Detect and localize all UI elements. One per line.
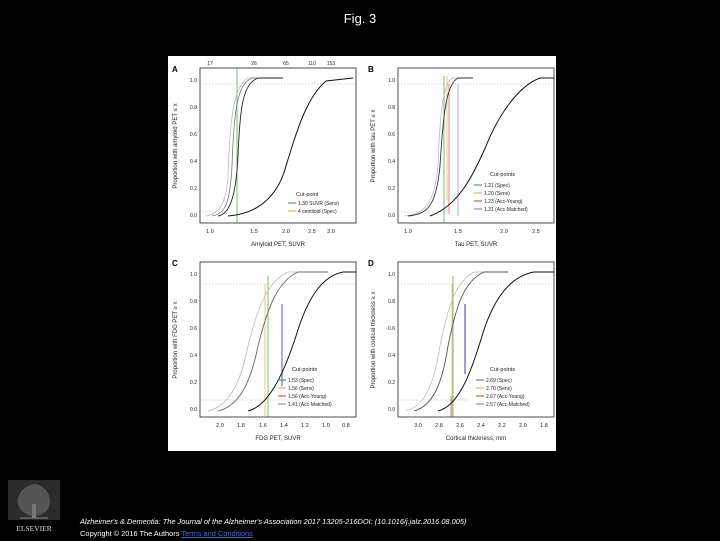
panel-a: A 17 26 65 110 153 1.0 0.8 0.6 0.4 0.2 0… [172,61,357,248]
y-tick: 0.4 [190,159,197,165]
x-tick: 1.0 [404,229,412,235]
x-tick: 1.4 [280,423,288,429]
legend-item: 1.56 (Sens) [288,386,314,392]
y-tick: 0.0 [388,407,395,413]
panel-c-letter: C [172,259,178,268]
y-tick: 1.0 [388,78,395,84]
panel-b-letter: B [368,65,374,74]
x-tick: 1.5 [250,229,258,235]
y-tick: 0.0 [190,213,197,219]
x-tick: 2.0 [519,423,527,429]
legend-title: Cut-points [292,367,317,373]
y-tick: 0.0 [190,407,197,413]
panel-b: B 1.0 0.8 0.6 0.4 0.2 0.0 Proportion wit… [368,65,555,248]
terms-link[interactable]: Terms and Conditions [181,529,253,538]
legend-item: 1.20 (Sens) [484,191,510,197]
copyright-line: Copyright © 2016 The Authors Terms and C… [80,529,253,538]
legend-item: 1.23 (Acc-Young) [484,199,523,205]
top-tick: 17 [207,61,213,67]
x-tick: 1.8 [540,423,548,429]
y-tick: 0.8 [388,105,395,111]
legend-item: 2.70 (Sens) [486,386,512,392]
y-tick: 0.8 [190,105,197,111]
y-tick: 0.2 [190,380,197,386]
x-tick: 3.0 [414,423,422,429]
x-tick: 0.8 [342,423,350,429]
x-tick: 2.0 [216,423,224,429]
y-tick: 1.0 [388,272,395,278]
y-tick: 0.2 [388,186,395,192]
y-tick: 0.8 [388,299,395,305]
copyright-text: Copyright © 2016 The Authors [80,529,180,538]
elsevier-logo: ELSEVIER [6,478,62,536]
y-tick: 0.6 [388,132,395,138]
panel-a-xlabel: Amyloid PET, SUVR [251,242,306,248]
y-tick: 0.2 [190,186,197,192]
y-tick: 1.0 [190,272,197,278]
legend-item: 2.67 (Acc-Young) [486,394,525,400]
legend-item: 4 centiloid (Spec) [298,209,337,215]
panel-a-letter: A [172,65,178,74]
y-tick: 0.0 [388,213,395,219]
legend-title: Cut-point [296,192,319,198]
y-tick: 1.0 [190,78,197,84]
x-tick: 2.5 [308,229,316,235]
panel-b-ylabel: Proportion with tau PET ≤ x [371,110,377,183]
panel-b-xlabel: Tau PET, SUVR [455,242,498,248]
figure-title: Fig. 3 [343,11,377,26]
y-tick: 0.8 [190,299,197,305]
x-tick: 1.0 [206,229,214,235]
legend-item: 1.21 (Spec) [484,183,510,189]
x-tick: 2.4 [477,423,485,429]
legend-item: 1.56 (Acc-Young) [288,394,327,400]
legend-item: 1.31 (Acc-Matched) [484,207,528,213]
x-tick: 2.6 [456,423,464,429]
top-tick: 65 [283,61,289,67]
publisher-name: ELSEVIER [16,524,51,533]
panel-d-xlabel: Cortical thickness, mm [446,436,506,442]
x-tick: 1.2 [301,423,309,429]
panel-d: D 1.0 0.8 0.6 0.4 0.2 0.0 Proportion wit… [368,259,555,442]
legend-item: 2.69 (Spec) [486,378,512,384]
x-tick: 1.5 [454,229,462,235]
legend-item: 1.41 (Acc-Matched) [288,402,332,408]
x-tick: 1.0 [322,423,330,429]
x-tick: 2.8 [435,423,443,429]
y-tick: 0.4 [388,159,395,165]
top-tick: 110 [308,61,316,67]
legend-item: 1.53 (Spec) [288,378,314,384]
panel-c-xlabel: FDG PET, SUVR [255,436,301,442]
panel-a-ylabel: Proportion with amyloid PET ≤ x [173,103,179,188]
x-tick: 2.0 [500,229,508,235]
y-tick: 0.6 [388,326,395,332]
legend-title: Cut-points [490,172,515,178]
y-tick: 0.6 [190,326,197,332]
y-tick: 0.2 [388,380,395,386]
citation-text: Alzheimer's & Dementia: The Journal of t… [80,517,467,526]
y-tick: 0.6 [190,132,197,138]
x-tick: 1.6 [259,423,267,429]
panel-c: C 1.0 0.8 0.6 0.4 0.2 0.0 Proportion wit… [172,259,357,442]
panel-c-ylabel: Proportion with FDG PET ≥ x [173,301,179,378]
y-tick: 0.4 [190,353,197,359]
x-tick: 3.0 [327,229,335,235]
panel-d-letter: D [368,259,374,268]
x-tick: 1.8 [237,423,245,429]
legend-item: 2.57 (Acc-Matched) [486,402,530,408]
y-tick: 0.4 [388,353,395,359]
x-tick: 2.5 [532,229,540,235]
panel-d-ylabel: Proportion with cortical thickness ≥ x [371,292,377,389]
legend-title: Cut-points [490,367,515,373]
figure-panel-grid: A 17 26 65 110 153 1.0 0.8 0.6 0.4 0.2 0… [168,56,556,451]
x-tick: 2.0 [282,229,290,235]
top-tick: 153 [327,61,336,67]
x-tick: 2.2 [498,423,506,429]
legend-item: 1.30 SUVR (Sens) [298,201,339,207]
top-tick: 26 [251,61,257,67]
